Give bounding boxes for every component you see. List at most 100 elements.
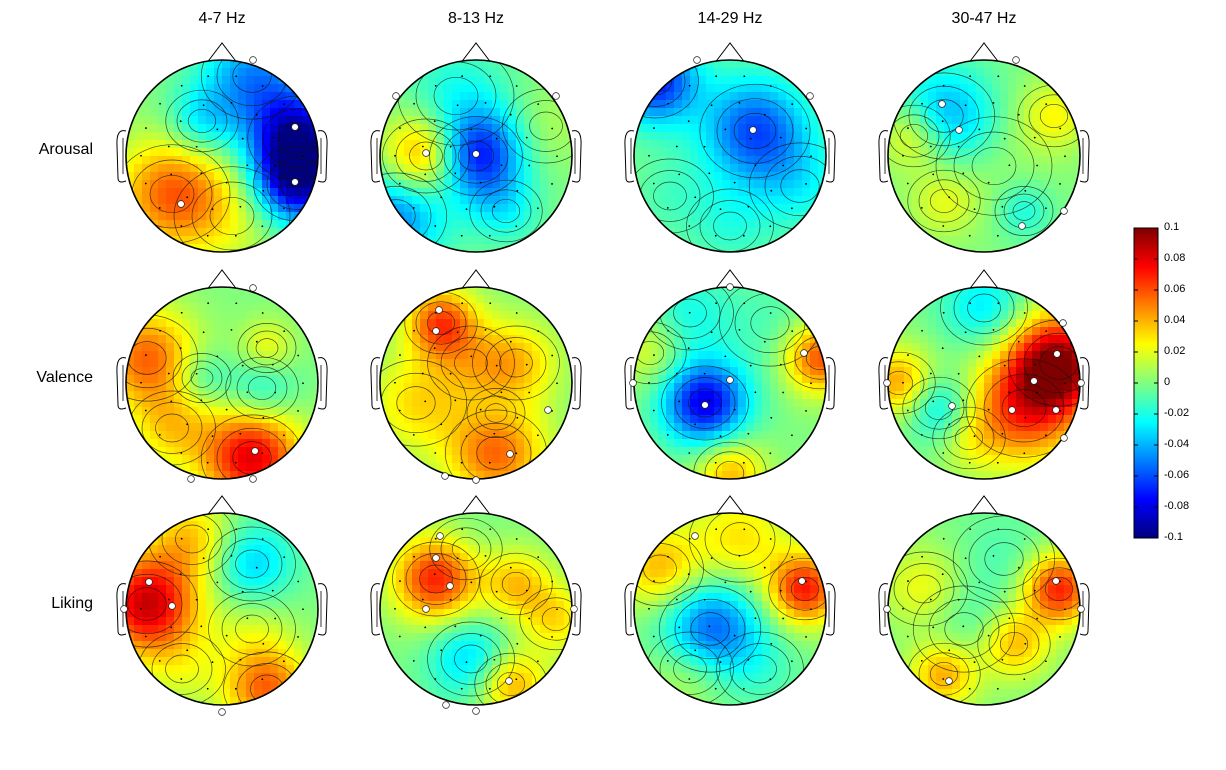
sensor-point [241,590,244,593]
contour-line [967,293,1001,323]
sensor-point [906,635,909,638]
sensor-point [434,678,437,680]
sensor-point [454,172,457,175]
sensor-point [460,687,463,690]
contour-line [953,287,1015,334]
contour-line [888,351,936,415]
sensor-point [283,103,286,106]
significant-electrode [472,707,480,715]
nose-outline [205,269,239,292]
sensor-point [180,225,183,227]
contour-line [530,597,572,641]
topoplot [370,269,582,484]
sensor-point [769,85,772,87]
sensor-point [964,331,967,334]
row-label-valence: Valence [36,369,93,386]
sensor-point [715,75,718,78]
nose-outline [205,42,239,65]
sensor-point [948,196,951,199]
sensor-point [516,642,519,645]
topoplot [116,269,328,483]
sensor-point [302,155,304,158]
contour-line [181,360,223,396]
sensor-point [710,331,713,334]
contour-line [235,614,269,644]
sensor-point [261,225,264,228]
left-ear-outline [370,583,381,636]
sensor-point [694,196,697,199]
sensor-point [932,626,935,629]
sensor-point [262,642,265,645]
sensor-point [1008,164,1011,167]
colorbar-tick-label: 0 [1164,376,1171,388]
nose-outline [713,495,747,518]
nose-outline [713,42,747,65]
sensor-point [997,75,1000,78]
sensor-point [399,580,401,582]
sensor-point [942,84,945,87]
sensor-point [495,137,498,140]
sensor-point [1024,416,1027,419]
sensor-point [261,538,264,540]
sensor-point [537,207,539,210]
contour-line [994,186,1054,237]
contour-line [155,413,189,443]
sensor-point [424,626,427,629]
sensor-point [973,208,976,211]
contour-line [943,416,995,460]
topoplot [878,42,1090,253]
sensor-point [234,687,237,690]
sensor-point [769,538,772,540]
contour-line [1039,103,1069,129]
sensor-point [710,557,713,560]
sensor-point [810,155,812,158]
sensor-point [715,302,718,305]
sensor-point [398,635,401,638]
sensor-point [675,372,678,375]
contour-line [451,536,481,562]
right-ear-outline [1079,583,1090,636]
sensor-point [957,372,960,375]
significant-electrode [701,401,709,409]
head-outline [633,512,827,706]
contour-line [888,370,914,396]
contour-line [405,553,467,605]
sensor-point [907,580,909,582]
sensor-point [1001,205,1004,208]
sensor-point [678,173,681,176]
sensor-point [433,573,436,576]
contour-line [396,386,436,420]
contour-line [480,189,532,233]
left-ear-outline [624,130,635,183]
sensor-point [687,120,690,123]
sensor-point [1045,660,1047,663]
sensor-point [399,127,401,129]
sensor-point [932,400,935,403]
sensor-point [1023,85,1026,87]
sensor-point [1064,382,1066,385]
sensor-point [528,164,531,167]
sensor-point [493,205,496,208]
sensor-point [261,452,264,455]
head-outline [633,59,827,253]
contour-line [1023,332,1080,394]
sensor-point [1003,590,1006,593]
sensor-point [235,75,238,78]
heatmap [634,513,826,705]
sensor-point [246,391,249,394]
left-ear-outline [370,357,381,410]
sensor-point [421,598,424,601]
sensor-point [738,328,741,331]
contour-line [971,146,1017,186]
sensor-point [433,120,436,123]
sensor-point [1023,312,1026,314]
contour-line [690,612,730,646]
sensor-point [667,102,669,105]
sensor-point [648,607,650,610]
sensor-point [1045,330,1048,333]
column-label-alpha: 8-13 Hz [447,10,505,27]
sensor-point [714,234,717,237]
contour-line [515,100,572,152]
significant-electrode [1060,207,1068,215]
sensor-point [211,661,214,664]
